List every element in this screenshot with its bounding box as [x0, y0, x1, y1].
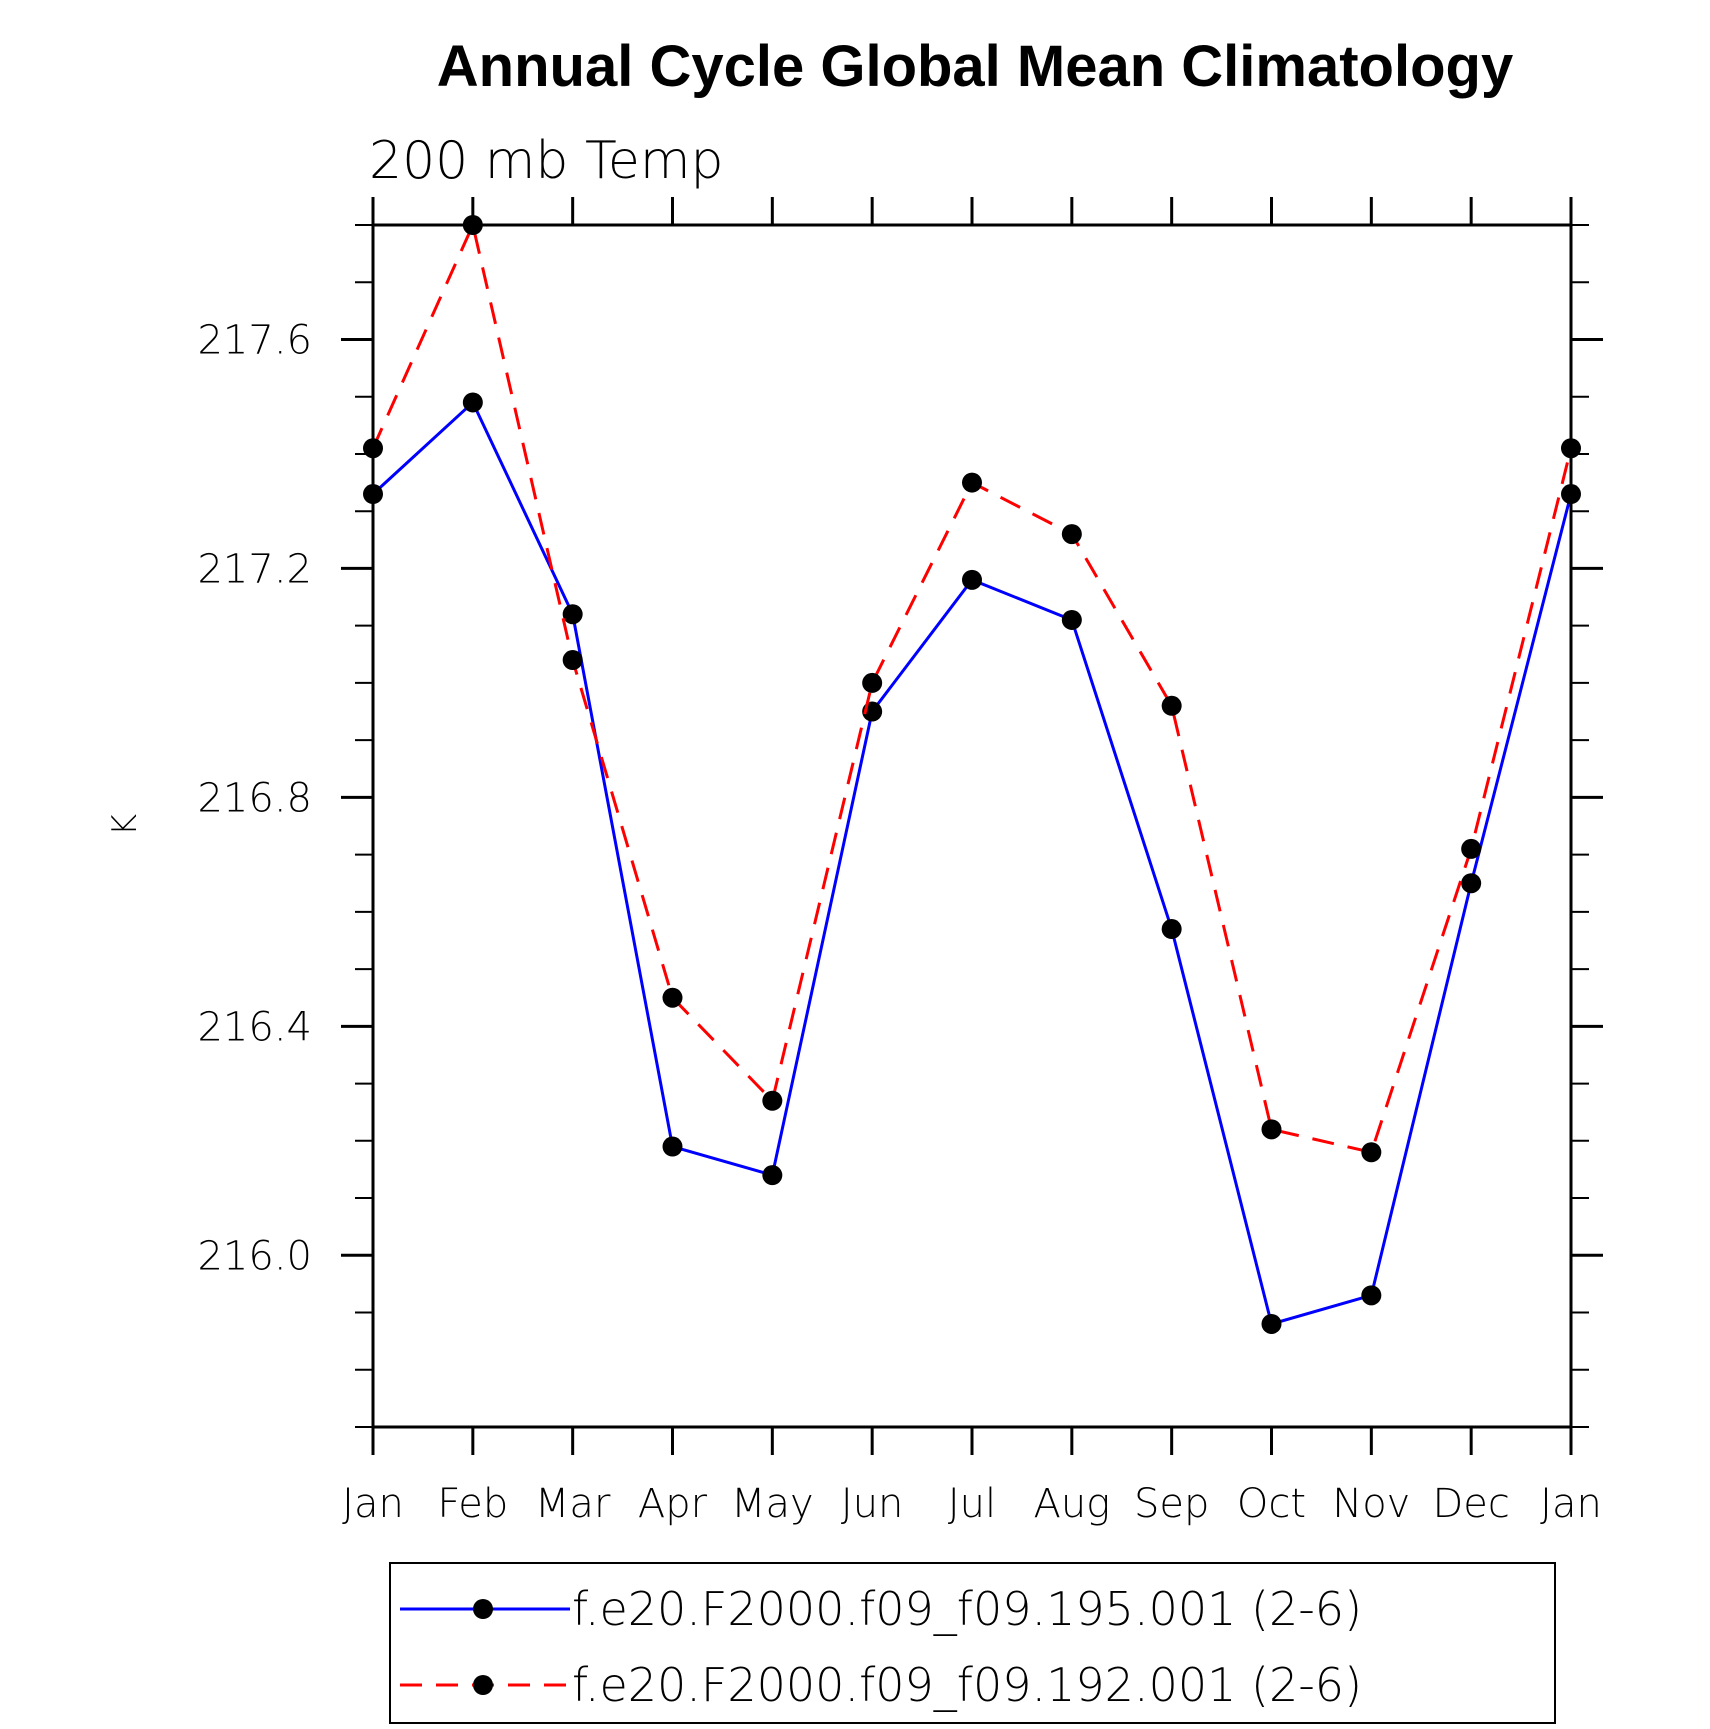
series-2-point	[862, 672, 883, 693]
y-axis-ticks: 216.0 216.4 216.8 217.2 217.6	[197, 224, 1603, 1428]
series-2-point	[962, 472, 982, 493]
x-tick-label: May	[731, 1481, 814, 1527]
series-2-point	[363, 438, 383, 459]
legend-marker-1	[473, 1599, 493, 1619]
x-tick-label: Aug	[1033, 1481, 1110, 1527]
y-tick-label: 216.0	[197, 1233, 312, 1279]
chart-subtitle: 200 mb Temp	[369, 131, 724, 191]
series-1-point	[1161, 919, 1182, 940]
x-tick-label: Mar	[535, 1481, 611, 1527]
x-tick-label: Sep	[1134, 1481, 1209, 1527]
series-2-point	[1161, 695, 1182, 716]
series-1-point	[562, 604, 583, 625]
y-tick-label: 216.8	[197, 775, 312, 821]
series-2-point	[662, 987, 683, 1008]
series-1-point	[762, 1165, 783, 1186]
series-2-point	[462, 215, 483, 235]
series-2-point	[562, 650, 583, 671]
x-tick-label: Apr	[638, 1481, 708, 1527]
chart-title: Annual Cycle Global Mean Climatology	[437, 34, 1513, 99]
legend-label-1: f.e20.F2000.f09_f09.195.001 (2-6)	[572, 1582, 1362, 1636]
y-tick-label: 217.6	[197, 317, 312, 363]
series-1-point	[962, 569, 982, 590]
legend: f.e20.F2000.f09_f09.195.001 (2-6) f.e20.F…	[400, 1582, 1362, 1712]
x-tick-label: Nov	[1332, 1481, 1410, 1527]
series-1-point	[1561, 484, 1581, 505]
legend-label-2: f.e20.F2000.f09_f09.192.001 (2-6)	[572, 1658, 1362, 1712]
x-tick-label: Dec	[1432, 1481, 1509, 1527]
series-2-point	[1361, 1142, 1382, 1163]
series-2-point	[1261, 1119, 1282, 1140]
series-1-point	[1061, 609, 1082, 630]
series-1-point	[1461, 873, 1482, 894]
series-layer	[363, 215, 1581, 1334]
y-tick-label: 216.4	[197, 1004, 312, 1050]
x-tick-label: Feb	[437, 1481, 508, 1527]
x-axis-ticks: Jan Feb Mar Apr May Jun Jul Aug Sep Oct Nov Dec Jan	[342, 197, 1602, 1527]
series-1-point	[363, 484, 383, 505]
plot-frame	[371, 223, 1573, 1429]
x-tick-label: Oct	[1237, 1481, 1306, 1527]
x-tick-label: Jan	[342, 1481, 404, 1527]
legend-box	[389, 1562, 1556, 1724]
series-2-point	[1061, 524, 1082, 545]
series-2-point	[1461, 838, 1482, 859]
series-1-point	[1361, 1285, 1382, 1306]
series-line-1	[371, 399, 1573, 1326]
series-2-point	[762, 1090, 783, 1111]
x-tick-label: Jul	[948, 1481, 996, 1527]
series-2-point	[1561, 438, 1581, 459]
y-axis-label: K	[105, 814, 145, 836]
legend-marker-2	[473, 1675, 493, 1695]
series-1-point	[462, 392, 483, 413]
y-tick-label: 217.2	[197, 546, 312, 592]
x-tick-label: Jun	[841, 1481, 904, 1527]
series-1-point	[662, 1136, 683, 1157]
x-tick-label: Jan	[1540, 1481, 1602, 1527]
series-1-point	[1261, 1313, 1282, 1334]
series-line-2	[371, 220, 1573, 1155]
